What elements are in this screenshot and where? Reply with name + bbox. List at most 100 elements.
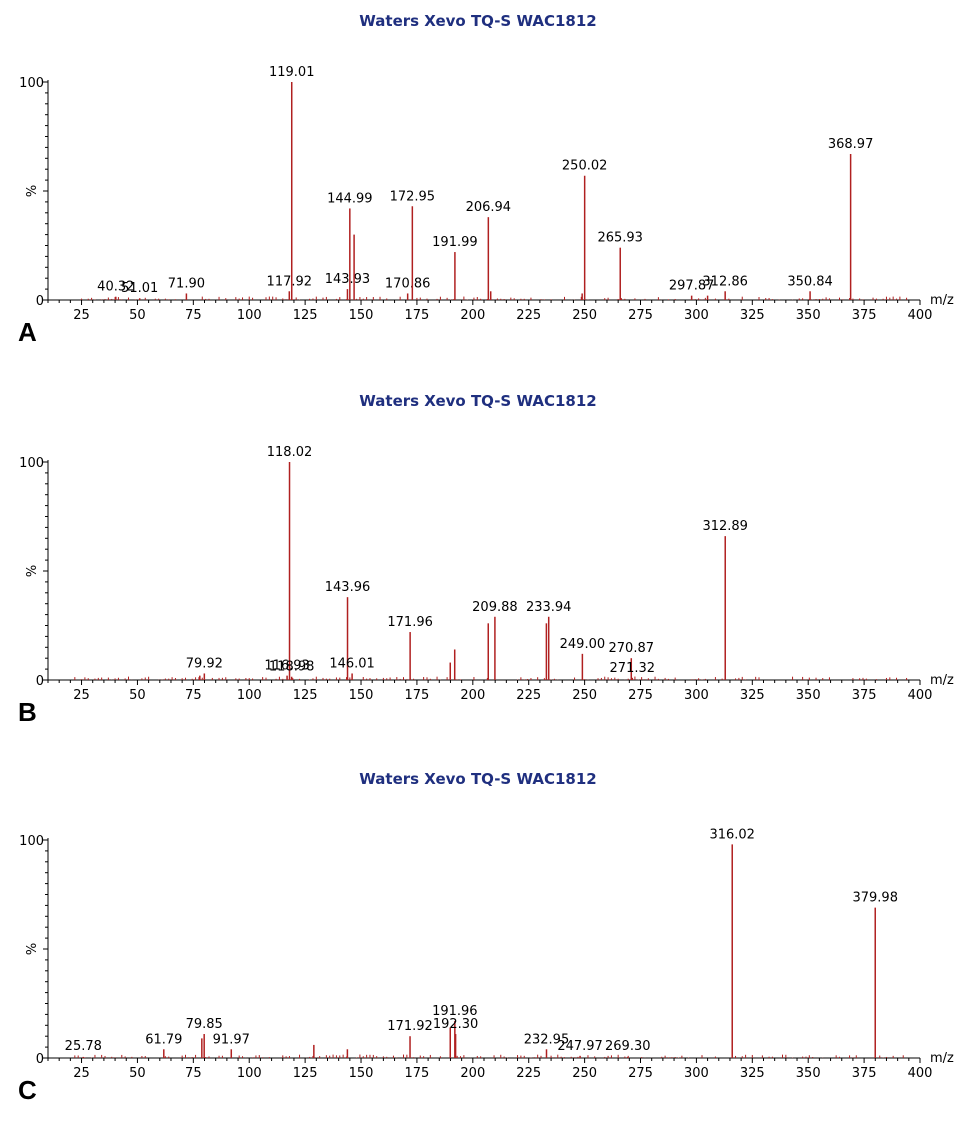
y-tick-label: 100 (19, 834, 44, 849)
x-tick-label: 25 (73, 308, 90, 323)
peak-label: 61.79 (145, 1032, 182, 1047)
x-axis-label: m/z (930, 673, 954, 688)
x-tick-label: 225 (516, 1066, 541, 1081)
x-tick-label: 225 (516, 308, 541, 323)
x-tick-label: 25 (73, 688, 90, 703)
x-tick-label: 75 (185, 1066, 202, 1081)
panel-label: C (18, 1075, 37, 1105)
y-axis-label: % (25, 943, 40, 955)
x-tick-label: 375 (852, 1066, 877, 1081)
peak-label: 118.02 (267, 445, 313, 460)
peak-label: 51.01 (121, 281, 158, 296)
peak-label: 191.99 (432, 235, 478, 250)
peak-label: 144.99 (327, 191, 373, 206)
peak-label: 143.96 (325, 580, 371, 595)
peak-label: 312.86 (702, 274, 748, 289)
peak-label: 71.90 (168, 276, 205, 291)
x-tick-label: 150 (349, 1066, 374, 1081)
x-tick-label: 50 (129, 688, 146, 703)
x-tick-label: 250 (572, 308, 597, 323)
peak-label: 350.84 (787, 274, 833, 289)
y-axis-label: % (25, 565, 40, 577)
x-tick-label: 150 (349, 308, 374, 323)
spectrum-panel-b: Waters Xevo TQ-S WAC1812 B 100 0% 25 50 75 100 1… (0, 392, 956, 760)
spectrum-plot: 100 0% 25 50 75 100 125 150 175 200 225 250 275 300 32… (19, 445, 954, 703)
x-tick-label: 25 (73, 1066, 90, 1081)
panel-title: Waters Xevo TQ-S WAC1812 (359, 770, 597, 788)
spectrum-plot: 100 0% 25 50 75 100 125 150 175 200 225 250 275 300 32… (19, 827, 954, 1081)
x-tick-label: 300 (684, 688, 709, 703)
panel-label: B (18, 697, 37, 727)
peak-label: 269.30 (605, 1039, 651, 1054)
x-tick-label: 175 (405, 308, 430, 323)
peak-label: 116.93 (264, 659, 310, 674)
peak-label: 91.97 (213, 1032, 250, 1047)
peak-label: 79.92 (186, 656, 223, 671)
x-tick-label: 125 (293, 688, 318, 703)
x-tick-label: 125 (293, 308, 318, 323)
x-tick-label: 225 (516, 688, 541, 703)
x-tick-label: 200 (460, 1066, 485, 1081)
y-tick-label: 0 (36, 294, 44, 309)
x-tick-label: 275 (628, 688, 653, 703)
x-tick-label: 100 (237, 688, 262, 703)
peak-label: 379.98 (852, 891, 898, 906)
peak-label: 171.92 (387, 1019, 433, 1034)
x-tick-label: 200 (460, 688, 485, 703)
x-tick-label: 175 (405, 688, 430, 703)
x-tick-label: 50 (129, 1066, 146, 1081)
x-tick-label: 150 (349, 688, 374, 703)
x-axis-label: m/z (930, 293, 954, 308)
x-tick-label: 375 (852, 688, 877, 703)
y-tick-label: 100 (19, 456, 44, 471)
peak-label: 209.88 (472, 600, 518, 615)
x-tick-label: 300 (684, 308, 709, 323)
peak-label: 191.96 (432, 1004, 478, 1019)
peak-label: 249.00 (560, 637, 606, 652)
peak-label: 172.95 (390, 189, 436, 204)
peak-label: 206.94 (466, 200, 512, 215)
peak-label: 271.32 (610, 661, 656, 676)
x-tick-label: 75 (185, 688, 202, 703)
peak-label: 250.02 (562, 159, 608, 174)
x-tick-label: 250 (572, 1066, 597, 1081)
x-tick-label: 125 (293, 1066, 318, 1081)
peak-label: 170.86 (385, 276, 431, 291)
x-tick-label: 325 (740, 1066, 765, 1081)
peak-label: 270.87 (609, 641, 655, 656)
peak-label: 117.92 (267, 274, 313, 289)
x-tick-label: 325 (740, 688, 765, 703)
x-tick-label: 400 (908, 1066, 933, 1081)
peak-label: 192.30 (433, 1017, 479, 1032)
x-tick-label: 100 (237, 1066, 262, 1081)
x-tick-label: 375 (852, 308, 877, 323)
peak-label: 118.98 (269, 660, 315, 675)
x-tick-label: 200 (460, 308, 485, 323)
peak-label: 40.32 (97, 280, 134, 295)
x-tick-label: 50 (129, 308, 146, 323)
x-tick-label: 275 (628, 1066, 653, 1081)
x-tick-label: 250 (572, 688, 597, 703)
spectrum-panel-a: Waters Xevo TQ-S WAC1812 A 100 0% 25 50 75 100 1… (0, 12, 956, 380)
peak-label: 232.95 (524, 1032, 570, 1047)
peak-label: 312.89 (702, 519, 748, 534)
x-tick-label: 325 (740, 308, 765, 323)
peak-label: 247.97 (557, 1039, 603, 1054)
peak-label: 297.87 (669, 279, 715, 294)
y-tick-label: 0 (36, 1052, 44, 1067)
peak-label: 146.01 (329, 656, 375, 671)
x-tick-label: 100 (237, 308, 262, 323)
x-axis-label: m/z (930, 1051, 954, 1066)
x-tick-label: 75 (185, 308, 202, 323)
x-tick-label: 300 (684, 1066, 709, 1081)
y-axis-label: % (25, 185, 40, 197)
peak-label: 265.93 (597, 231, 643, 246)
panel-title: Waters Xevo TQ-S WAC1812 (359, 12, 597, 30)
spectrum-panel-c: Waters Xevo TQ-S WAC1812 C 100 0% 25 50 75 100 1… (0, 770, 956, 1138)
peak-label: 316.02 (709, 827, 755, 842)
peak-label: 79.85 (186, 1017, 223, 1032)
peak-label: 143.93 (325, 272, 371, 287)
peak-label: 171.96 (387, 615, 433, 630)
x-tick-label: 175 (405, 1066, 430, 1081)
panel-title: Waters Xevo TQ-S WAC1812 (359, 392, 597, 410)
